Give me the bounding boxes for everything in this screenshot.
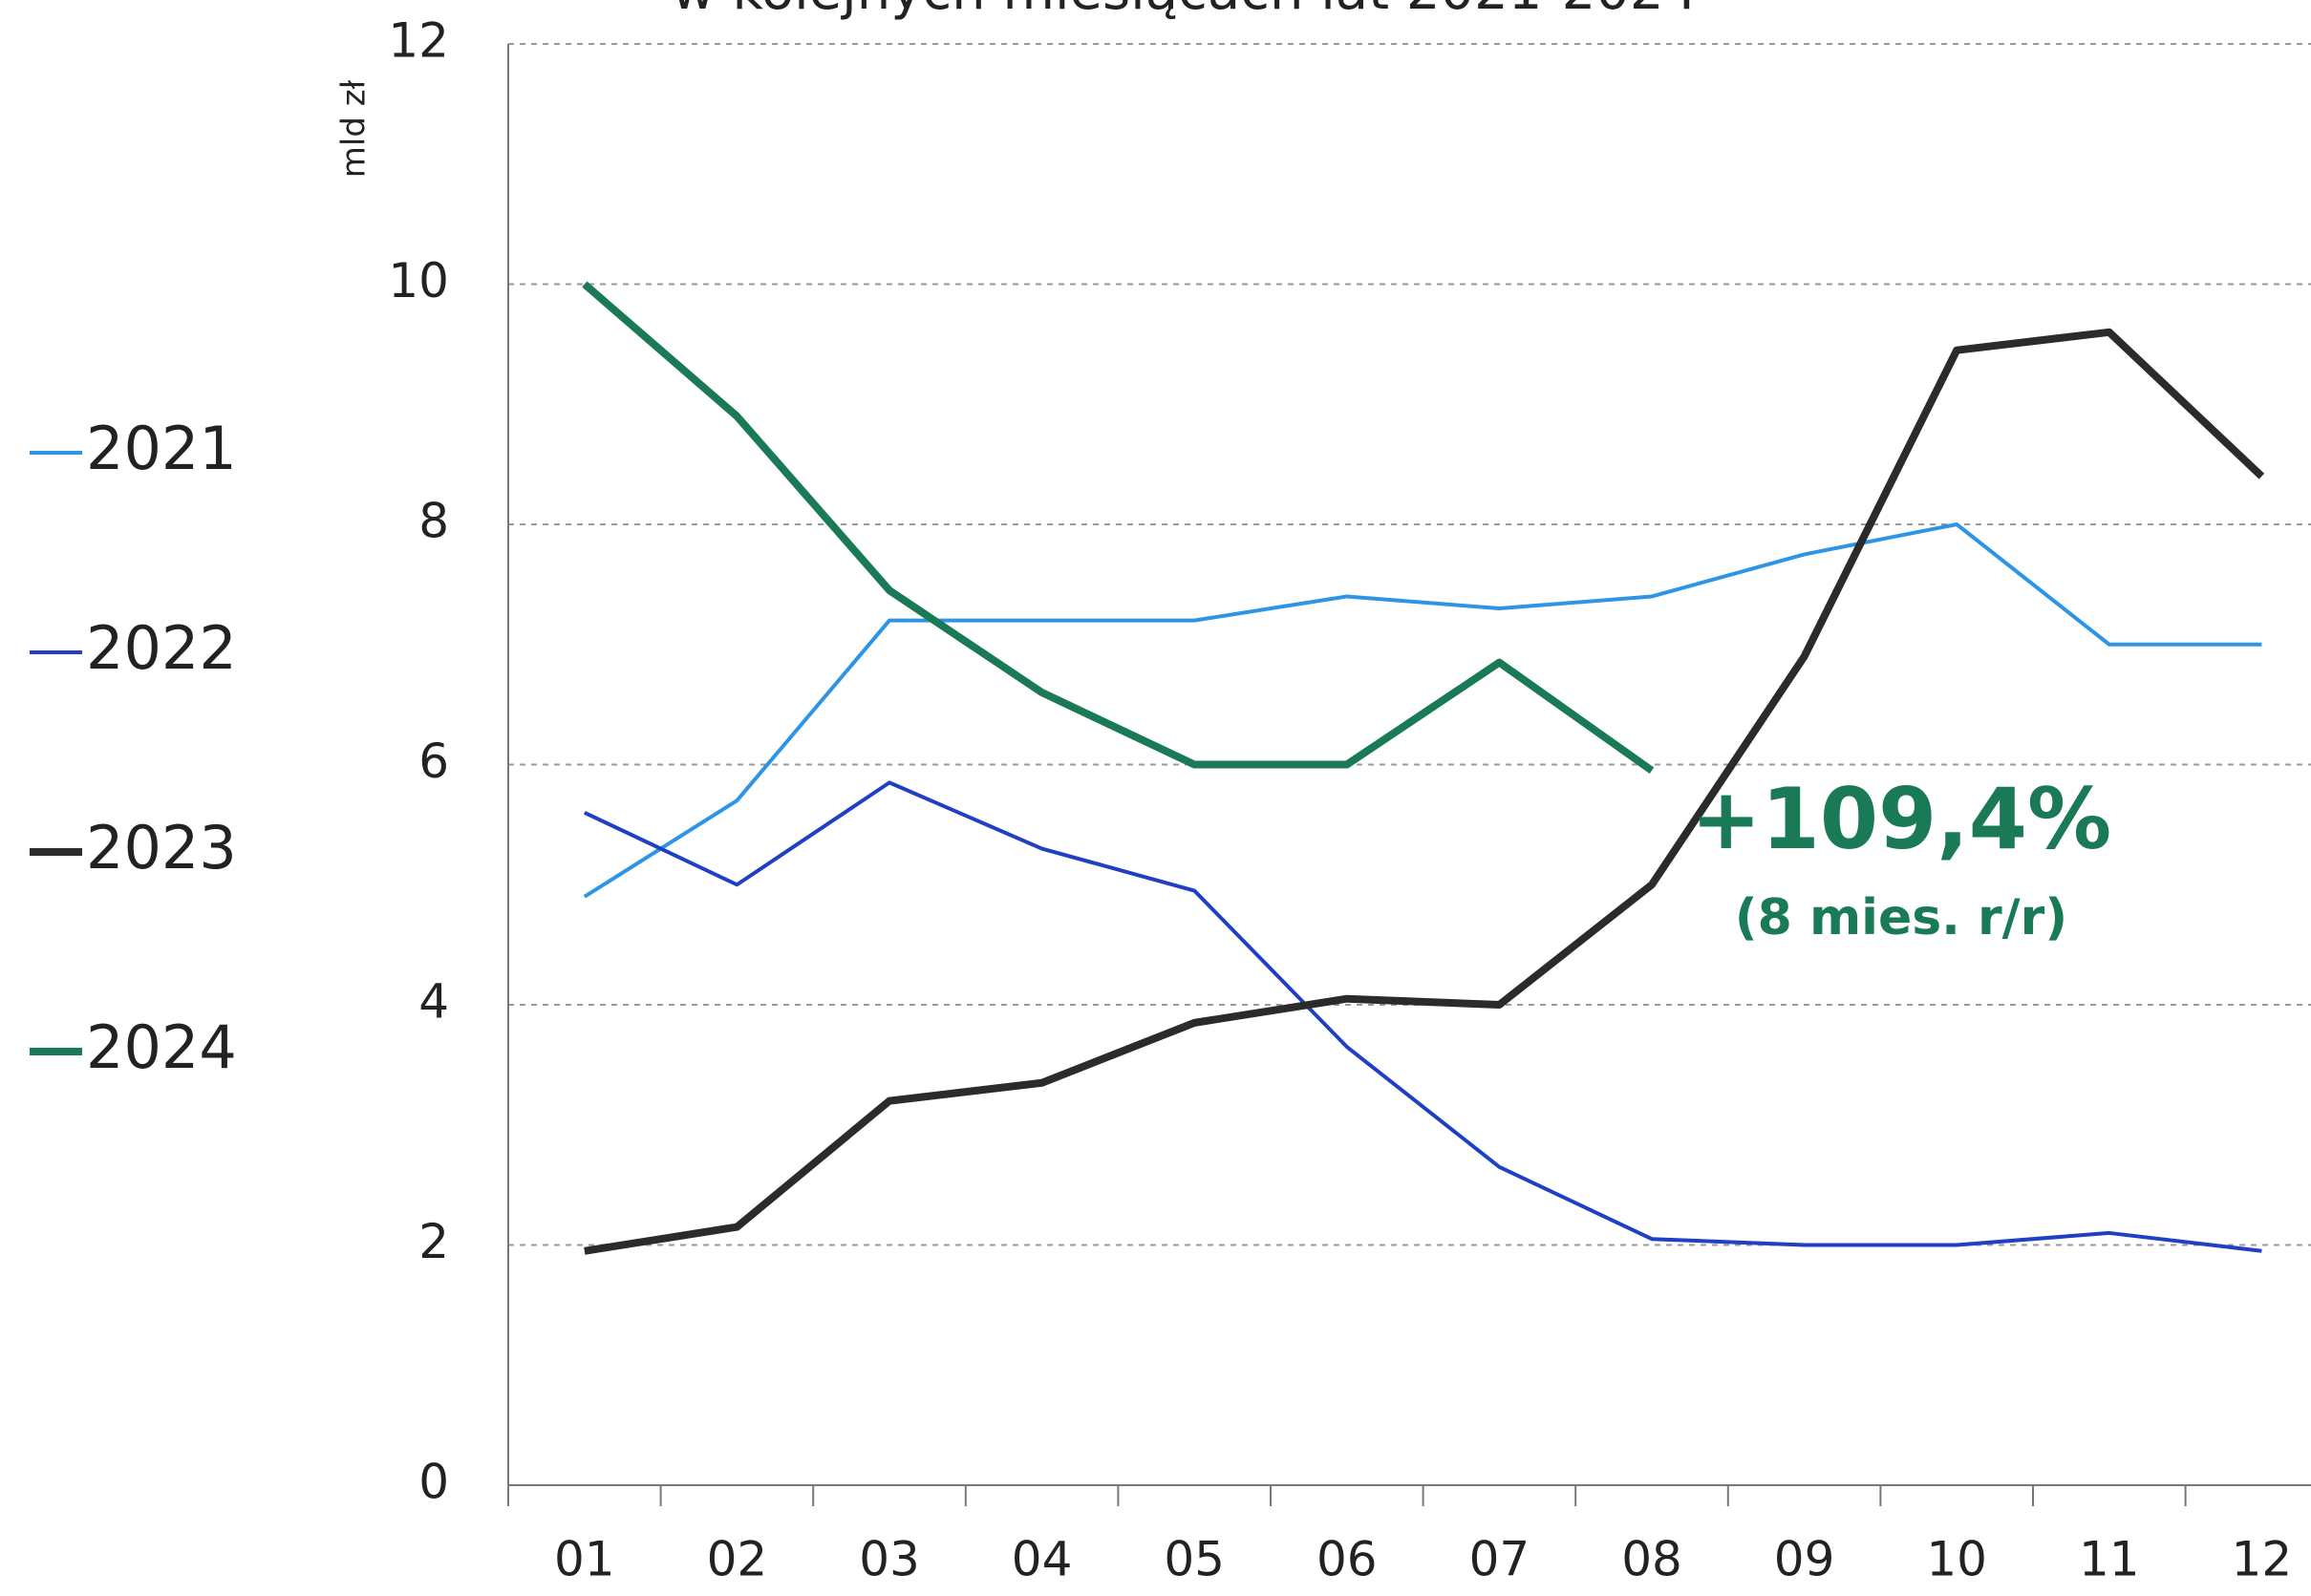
series-line [583, 522, 2262, 899]
legend-label: 2024 [86, 1012, 237, 1082]
y-tick-label: 8 [418, 494, 449, 549]
legend-label: 2023 [86, 813, 237, 883]
x-tick-label: 07 [1469, 1532, 1530, 1587]
y-tick-label: 6 [418, 734, 449, 789]
x-tick-label: 02 [707, 1532, 768, 1587]
x-tick-label: 04 [1012, 1532, 1073, 1587]
y-tick-label: 10 [388, 253, 449, 309]
annotation: (8 mies. r/r) [1735, 889, 2067, 947]
x-tick-label: 06 [1316, 1532, 1378, 1587]
y-tick-label: 4 [418, 974, 449, 1030]
y-tick-label: 0 [418, 1455, 449, 1510]
x-tick-label: 10 [1926, 1532, 1987, 1587]
x-tick-label: 05 [1164, 1532, 1225, 1587]
chart-title: w kolejnych miesiącach lat 2021-2024 [672, 0, 1698, 22]
x-tick-label: 11 [2079, 1532, 2140, 1587]
series-line [584, 328, 2265, 1255]
x-tick-label: 08 [1621, 1532, 1682, 1587]
series-line [583, 780, 2262, 1253]
y-tick-label: 2 [418, 1214, 449, 1269]
x-tick-label: 09 [1774, 1532, 1835, 1587]
legend-label: 2022 [86, 613, 237, 683]
legend-label: 2021 [86, 414, 237, 483]
y-tick-label: 12 [388, 13, 449, 69]
x-tick-label: 01 [554, 1532, 615, 1587]
x-tick-label: 12 [2232, 1532, 2293, 1587]
x-tick-label: 03 [859, 1532, 920, 1587]
series-line [582, 281, 1655, 775]
annotation: +109,4% [1691, 770, 2111, 868]
y-axis-label: mld zł [335, 79, 374, 178]
